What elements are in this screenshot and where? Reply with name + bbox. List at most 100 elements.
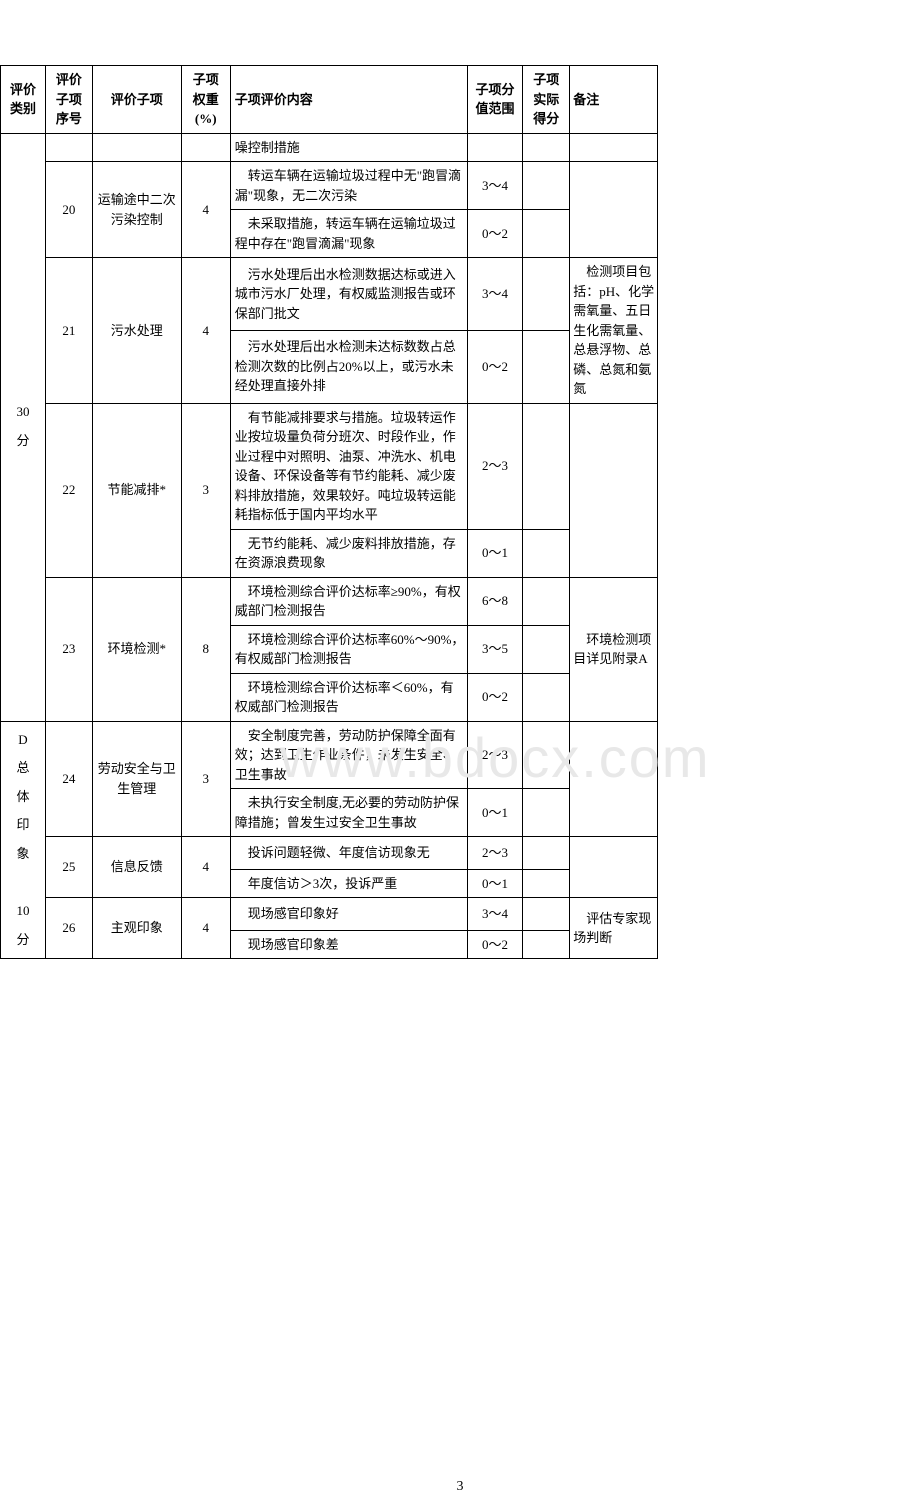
cell-weight: 4 xyxy=(181,162,230,258)
cell-category: D总体印象 10分 xyxy=(1,721,46,959)
cell-subitem: 劳动安全与卫生管理 xyxy=(92,721,181,837)
table-row: 20 运输途中二次污染控制 4 转运车辆在运输垃圾过程中无"跑冒滴漏"现象，无二… xyxy=(1,162,658,210)
cell-remark xyxy=(570,162,658,258)
cell-seq: 23 xyxy=(45,577,92,721)
cell-remark xyxy=(570,721,658,837)
cell-score xyxy=(523,529,570,577)
header-score: 子项实际得分 xyxy=(523,66,570,134)
cell-content: 现场感官印象差 xyxy=(230,930,467,959)
cell-range: 2～3 xyxy=(467,721,522,789)
cell-content: 有节能减排要求与措施。垃圾转运作业按垃圾量负荷分班次、时段作业，作业过程中对照明… xyxy=(230,403,467,529)
cell-remark: 环境检测项目详见附录A xyxy=(570,577,658,721)
header-subitem: 评价子项 xyxy=(92,66,181,134)
cell-range: 3～4 xyxy=(467,162,522,210)
cell-remark xyxy=(570,403,658,577)
cell-score xyxy=(523,258,570,331)
cell-content: 环境检测综合评价达标率＜60%，有权威部门检测报告 xyxy=(230,673,467,721)
cell-weight: 3 xyxy=(181,403,230,577)
cell-range: 0～2 xyxy=(467,210,522,258)
table-row: 23 环境检测* 8 环境检测综合评价达标率≥90%，有权威部门检测报告 6～8… xyxy=(1,577,658,625)
cell-remark: 检测项目包括：pH、化学需氧量、五日生化需氧量、总悬浮物、总磷、总氮和氨氮 xyxy=(570,258,658,404)
cell-range: 0～1 xyxy=(467,529,522,577)
cell-subitem: 信息反馈 xyxy=(92,837,181,898)
cell-weight: 4 xyxy=(181,898,230,959)
cell-seq: 25 xyxy=(45,837,92,898)
cell-score xyxy=(523,330,570,403)
table-container: 评价类别 评价子项序号 评价子项 子项权重(%) 子项评价内容 子项分值范围 子… xyxy=(0,65,658,959)
cell-seq: 22 xyxy=(45,403,92,577)
cell-score xyxy=(523,210,570,258)
cell-seq: 26 xyxy=(45,898,92,959)
cell-score xyxy=(523,133,570,162)
header-remark: 备注 xyxy=(570,66,658,134)
cell-range: 3～4 xyxy=(467,258,522,331)
cell-remark xyxy=(570,837,658,898)
cell-range: 6～8 xyxy=(467,577,522,625)
cell-score xyxy=(523,403,570,529)
cell-subitem: 节能减排* xyxy=(92,403,181,577)
cell-weight: 3 xyxy=(181,721,230,837)
table-header-row: 评价类别 评价子项序号 评价子项 子项权重(%) 子项评价内容 子项分值范围 子… xyxy=(1,66,658,134)
header-weight: 子项权重(%) xyxy=(181,66,230,134)
cell-content: 现场感官印象好 xyxy=(230,898,467,931)
cell-remark: 评估专家现场判断 xyxy=(570,898,658,959)
cell-weight: 4 xyxy=(181,837,230,898)
cell-remark xyxy=(570,133,658,162)
header-range: 子项分值范围 xyxy=(467,66,522,134)
cell-score xyxy=(523,930,570,959)
cell-content: 噪控制措施 xyxy=(230,133,467,162)
cell-range: 0～1 xyxy=(467,789,522,837)
cell-range: 3～4 xyxy=(467,898,522,931)
cell-subitem: 运输途中二次污染控制 xyxy=(92,162,181,258)
cell-range: 0～1 xyxy=(467,869,522,898)
cell-score xyxy=(523,162,570,210)
cell-weight xyxy=(181,133,230,162)
cell-score xyxy=(523,721,570,789)
cell-range: 2～3 xyxy=(467,837,522,870)
cell-score xyxy=(523,869,570,898)
cell-range xyxy=(467,133,522,162)
cell-content: 安全制度完善，劳动防护保障全面有效；达到卫生作业条件，未发生安全、卫生事故 xyxy=(230,721,467,789)
cell-content: 环境检测综合评价达标率60%～90%，有权威部门检测报告 xyxy=(230,625,467,673)
cell-subitem: 污水处理 xyxy=(92,258,181,404)
cell-text: D总体印象 10分 xyxy=(16,732,29,947)
cell-seq: 21 xyxy=(45,258,92,404)
cell-range: 2～3 xyxy=(467,403,522,529)
cell-content: 污水处理后出水检测未达标数数占总检测次数的比例占20%以上，或污水未经处理直接外… xyxy=(230,330,467,403)
header-seq: 评价子项序号 xyxy=(45,66,92,134)
cell-content: 未执行安全制度,无必要的劳动防护保障措施；曾发生过安全卫生事故 xyxy=(230,789,467,837)
cell-score xyxy=(523,898,570,931)
cell-content: 年度信访＞3次，投诉严重 xyxy=(230,869,467,898)
cell-subitem: 主观印象 xyxy=(92,898,181,959)
table-row: D总体印象 10分 24 劳动安全与卫生管理 3 安全制度完善，劳动防护保障全面… xyxy=(1,721,658,789)
page-number: 3 xyxy=(0,1479,920,1495)
page-wrap: www.bdocx.com 评价类别 评价子项序号 评价子项 子项权重(%) 子… xyxy=(0,0,920,1495)
cell-score xyxy=(523,625,570,673)
cell-range: 3～5 xyxy=(467,625,522,673)
cell-range: 0～2 xyxy=(467,930,522,959)
cell-content: 未采取措施，转运车辆在运输垃圾过程中存在"跑冒滴漏"现象 xyxy=(230,210,467,258)
cell-score xyxy=(523,577,570,625)
table-row: 26 主观印象 4 现场感官印象好 3～4 评估专家现场判断 xyxy=(1,898,658,931)
cell-score xyxy=(523,837,570,870)
cell-seq xyxy=(45,133,92,162)
cell-weight: 4 xyxy=(181,258,230,404)
cell-range: 0～2 xyxy=(467,330,522,403)
cell-content: 污水处理后出水检测数据达标或进入城市污水厂处理，有权威监测报告或环保部门批文 xyxy=(230,258,467,331)
header-content: 子项评价内容 xyxy=(230,66,467,134)
cell-content: 转运车辆在运输垃圾过程中无"跑冒滴漏"现象，无二次污染 xyxy=(230,162,467,210)
cell-content: 投诉问题轻微、年度信访现象无 xyxy=(230,837,467,870)
header-category: 评价类别 xyxy=(1,66,46,134)
cell-seq: 24 xyxy=(45,721,92,837)
cell-content: 无节约能耗、减少废料排放措施，存在资源浪费现象 xyxy=(230,529,467,577)
cell-weight: 8 xyxy=(181,577,230,721)
table-row: 22 节能减排* 3 有节能减排要求与措施。垃圾转运作业按垃圾量负荷分班次、时段… xyxy=(1,403,658,529)
table-row: 30分 噪控制措施 xyxy=(1,133,658,162)
cell-text: 30分 xyxy=(16,404,29,448)
cell-score xyxy=(523,789,570,837)
cell-content: 环境检测综合评价达标率≥90%，有权威部门检测报告 xyxy=(230,577,467,625)
cell-subitem: 环境检测* xyxy=(92,577,181,721)
cell-score xyxy=(523,673,570,721)
evaluation-table: 评价类别 评价子项序号 评价子项 子项权重(%) 子项评价内容 子项分值范围 子… xyxy=(0,65,658,959)
table-row: 21 污水处理 4 污水处理后出水检测数据达标或进入城市污水厂处理，有权威监测报… xyxy=(1,258,658,331)
